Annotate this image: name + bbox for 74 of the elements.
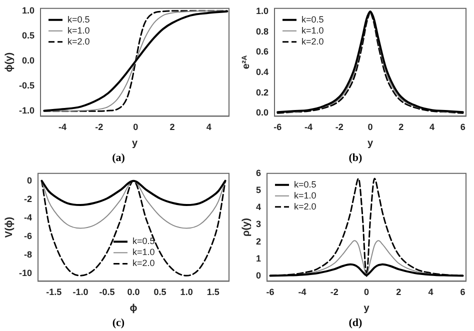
text: (b) <box>348 152 364 164</box>
y-tick-label: 0 <box>26 175 32 186</box>
y-tick-label: 0.0 <box>22 56 35 66</box>
x-axis-title: y <box>132 138 138 149</box>
legend-label: k=0.5 <box>132 236 155 246</box>
y-tick-label: 0.2 <box>256 87 269 98</box>
legend-label: k=0.5 <box>294 179 316 190</box>
legend-label: k=0.5 <box>302 14 324 24</box>
y-axis-title: ρ(y) <box>240 218 252 237</box>
x-tick-label: -4 <box>298 287 306 298</box>
x-tick-label: 2 <box>398 122 404 132</box>
x-tick-label: -0.5 <box>99 287 115 298</box>
legend-label: k=2.0 <box>68 36 90 46</box>
legend-label: k=1.0 <box>68 25 90 36</box>
x-tick-label: -2 <box>95 122 104 132</box>
y-tick-label: -4 <box>24 212 32 222</box>
y-tick-label: -6 <box>24 231 32 242</box>
x-tick-label: 4 <box>206 122 212 132</box>
y-axis-title: ϕ(y) <box>4 52 15 72</box>
x-tick-label: 0 <box>364 287 370 298</box>
y-tick-label: 0.5 <box>22 30 35 40</box>
y-tick-label: 0.6 <box>256 46 269 57</box>
x-axis-title: ϕ <box>130 302 138 314</box>
legend-label: k=1.0 <box>302 25 324 36</box>
y-tick-label: 0.4 <box>256 66 269 77</box>
y-tick-label: 2 <box>256 236 262 246</box>
x-axis-title: y <box>364 302 370 314</box>
x-tick-label: -4 <box>58 122 66 132</box>
x-tick-label: 0 <box>133 122 138 132</box>
legend-label: k=0.5 <box>68 14 90 24</box>
legend-label: k=2.0 <box>302 36 324 46</box>
y-tick-label: 4 <box>256 202 262 212</box>
x-tick-label: 2 <box>396 287 402 298</box>
x-tick-label: -2 <box>330 287 338 298</box>
x-tick-label: 6 <box>460 287 466 298</box>
y-tick-label: -2 <box>24 194 32 204</box>
y-tick-label: 0.8 <box>256 26 269 36</box>
x-tick-label: 0.5 <box>154 287 166 298</box>
y-tick-label: 1.0 <box>256 6 269 16</box>
y-tick-label: 1 <box>256 253 262 264</box>
legend-label: k=1.0 <box>132 247 155 258</box>
y-tick-label: -1.0 <box>18 106 35 116</box>
y-tick-label: 1.0 <box>22 5 35 16</box>
y-tick-label: 5 <box>256 184 262 195</box>
text: (d) <box>348 317 364 329</box>
y-tick-label: -10 <box>18 268 32 278</box>
legend-label: k=2.0 <box>132 258 155 268</box>
x-tick-label: -2 <box>335 122 344 132</box>
y-tick-label: 0 <box>256 270 262 281</box>
x-tick-label: 1.5 <box>206 287 220 298</box>
x-tick-label: 4 <box>428 287 434 298</box>
y-tick-label: -0.5 <box>18 80 35 91</box>
y-tick-label: 3 <box>256 219 262 230</box>
x-axis-title: y <box>367 138 374 149</box>
text: (a) <box>111 152 126 164</box>
x-tick-label: 4 <box>430 122 435 132</box>
y-axis-title: e²ᴬ <box>240 55 252 70</box>
y-tick-label: 6 <box>256 168 262 178</box>
y-tick-label: 0.0 <box>256 108 269 118</box>
x-tick-label: 0.0 <box>127 287 140 298</box>
x-tick-label: 0 <box>368 122 373 132</box>
x-tick-label: 6 <box>460 122 466 132</box>
x-tick-label: -1.0 <box>72 287 88 298</box>
x-tick-label: -4 <box>304 122 312 132</box>
x-tick-label: -1.5 <box>46 287 62 298</box>
line-series <box>41 180 226 229</box>
y-tick-label: -8 <box>24 250 32 260</box>
legend-label: k=1.0 <box>294 190 316 200</box>
x-tick-label: -6 <box>274 122 282 132</box>
x-tick-label: 2 <box>170 122 175 132</box>
text: (c) <box>111 317 126 329</box>
x-tick-label: 1.0 <box>180 287 193 298</box>
y-axis-title: V(ϕ) <box>4 216 15 238</box>
legend-label: k=2.0 <box>294 201 316 212</box>
